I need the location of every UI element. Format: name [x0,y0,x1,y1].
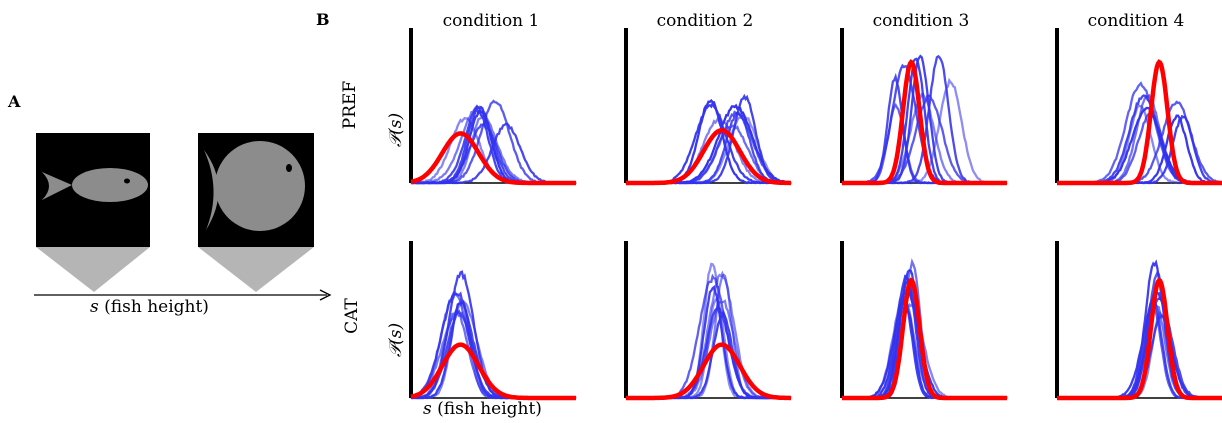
panel-b-letter: B [316,10,330,29]
prior-curve [626,342,791,401]
panel-a-illustration [34,133,332,301]
condition-title-2: condition 2 [656,11,754,31]
condition-title-1: condition 1 [442,11,540,31]
cone-right [198,247,314,292]
subject-curve [625,299,791,400]
panel-a-xlabel: s (fish height) [90,297,209,317]
prior-curve [1057,277,1222,401]
prior-curve [410,131,576,186]
prior-curve [842,59,1007,186]
prior-curve [626,128,791,186]
fish-eye-left [124,178,130,184]
subject-curve [841,72,1008,185]
panel-a-letter: A [8,92,21,111]
cone-left [36,247,150,292]
prior-curve [842,277,1007,401]
fish-tail-right [204,150,219,230]
condition-title-4: condition 4 [1087,11,1185,31]
subject-curve [625,110,792,185]
fish-eye-right [286,164,292,172]
panel-b-xlabel: s (fish height) [423,399,542,419]
subject-curve [841,63,1007,185]
prior-curve [410,342,576,401]
prior-curve [1057,59,1222,186]
fish-body-right [215,141,305,231]
arrowhead-icon [319,289,332,301]
fish-body-left [72,168,148,202]
subject-curve [841,54,1008,185]
condition-title-3: condition 3 [872,11,970,31]
